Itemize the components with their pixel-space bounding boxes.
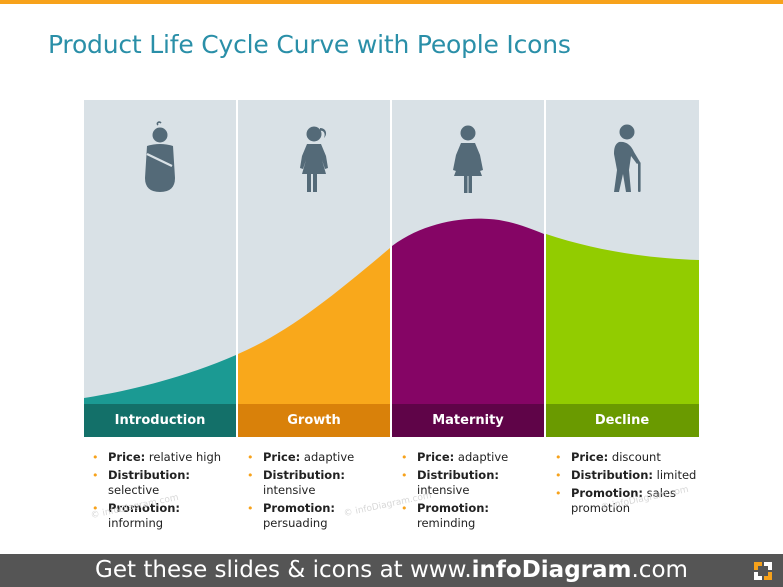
stage-label-bar-introduction: [84, 404, 236, 437]
stage-details-decline: Price: discount Distribution: limited Pr…: [549, 450, 699, 519]
stage-label-bar-growth: [238, 404, 390, 437]
stage-label-introduction: Introduction: [114, 413, 206, 428]
stage-label-growth: Growth: [287, 413, 341, 428]
stage-label-decline: Decline: [594, 413, 650, 428]
infodiagram-logo-icon: [754, 562, 772, 580]
detail-distribution: Distribution: intensive: [395, 468, 545, 498]
life-cycle-diagram: Introduction Growth Maternity Decline: [84, 100, 699, 438]
page-title: Product Life Cycle Curve with People Ico…: [48, 30, 571, 59]
detail-promotion: Promotion: reminding: [395, 501, 545, 531]
stage-details-introduction: Price: relative high Distribution: selec…: [86, 450, 236, 534]
detail-price: Price: adaptive: [241, 450, 391, 465]
top-accent-bar: [0, 0, 783, 4]
detail-price: Price: discount: [549, 450, 699, 465]
detail-promotion: Promotion: informing: [86, 501, 236, 531]
detail-price: Price: relative high: [86, 450, 236, 465]
column-divider: [544, 100, 546, 438]
detail-promotion: Promotion: sales promotion: [549, 486, 699, 516]
baby-icon: [145, 121, 175, 192]
detail-distribution: Distribution: selective: [86, 468, 236, 498]
curve-area-maternity: [392, 218, 544, 404]
footer-promo-text: Get these slides & icons at www.infoDiag…: [95, 557, 688, 583]
curve-area-decline: [546, 234, 699, 404]
detail-distribution: Distribution: limited: [549, 468, 699, 483]
detail-distribution: Distribution: intensive: [241, 468, 391, 498]
stage-details-maternity: Price: adaptive Distribution: intensive …: [395, 450, 545, 534]
footer-bar: Get these slides & icons at www.infoDiag…: [0, 554, 783, 587]
girl-icon: [300, 126, 328, 192]
woman-icon: [453, 125, 483, 193]
elderly-with-cane-icon: [614, 124, 641, 192]
detail-promotion: Promotion: persuading: [241, 501, 391, 531]
stage-label-maternity: Maternity: [432, 413, 504, 428]
detail-price: Price: adaptive: [395, 450, 545, 465]
stage-details-growth: Price: adaptive Distribution: intensive …: [241, 450, 391, 534]
column-divider: [236, 100, 238, 438]
curve-area-introduction: [84, 355, 236, 404]
life-cycle-svg: [84, 100, 699, 438]
column-divider: [390, 100, 392, 438]
stage-label-bar-decline: [546, 404, 699, 437]
curve-area-growth: [238, 248, 390, 404]
stage-label-bar-maternity: [392, 404, 544, 437]
